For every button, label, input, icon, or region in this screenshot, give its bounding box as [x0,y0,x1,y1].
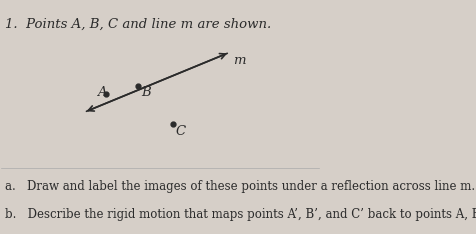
Text: A: A [97,86,107,99]
Text: a.   Draw and label the images of these points under a reflection across line m.: a. Draw and label the images of these po… [5,180,475,193]
Text: b.   Describe the rigid motion that maps points A’, B’, and C’ back to points A,: b. Describe the rigid motion that maps p… [5,208,476,221]
Text: 1.  Points A, B, C and line m are shown.: 1. Points A, B, C and line m are shown. [5,18,271,31]
Text: C: C [176,125,186,138]
Text: B: B [141,86,151,99]
Text: m: m [233,54,246,67]
